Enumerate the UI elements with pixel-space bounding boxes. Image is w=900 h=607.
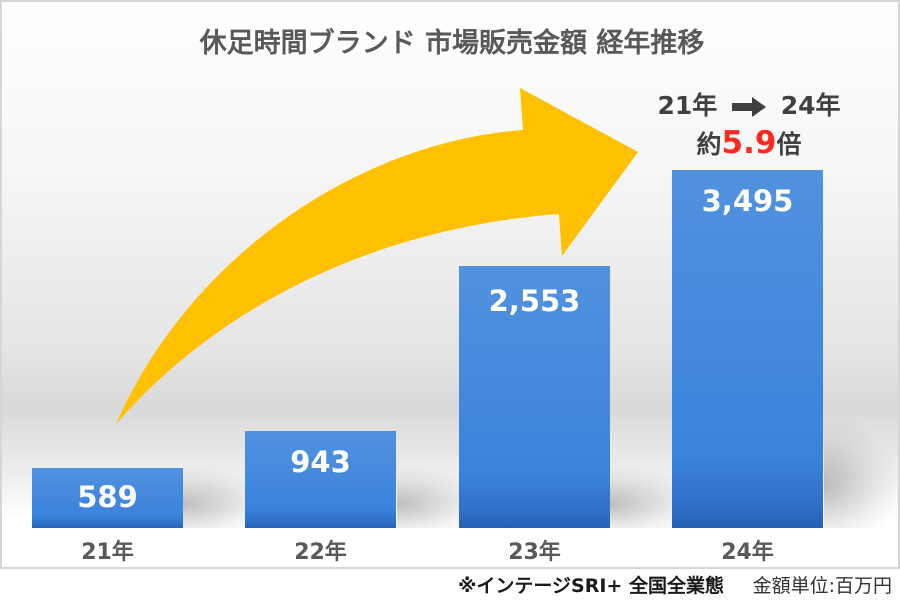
multiplier-prefix: 約	[696, 130, 722, 159]
multiplier-suffix: 倍	[776, 130, 802, 159]
growth-multiplier-annotation: 約5.9倍	[644, 125, 854, 161]
bar-value: 3,495	[701, 184, 794, 218]
bar-21: 589	[32, 468, 183, 528]
period-to: 24年	[780, 91, 841, 120]
period-from: 21年	[657, 91, 718, 120]
x-axis-label: 24年	[721, 540, 774, 565]
chart-title: 休足時間ブランド 市場販売金額 経年推移	[199, 28, 705, 59]
bar-value: 589	[77, 480, 138, 514]
multiplier-value: 5.9	[721, 125, 777, 161]
x-axis-label: 23年	[508, 540, 561, 565]
bar-shadow	[824, 418, 894, 528]
x-axis-label: 22年	[294, 540, 347, 565]
bar-23: 2,553	[459, 266, 610, 528]
growth-arrow-icon	[116, 88, 638, 424]
bar-value: 943	[290, 445, 351, 479]
source-note: ※インテージSRI+ 全国全業態 金額単位:百万円	[458, 571, 892, 598]
unit-text: 金額単位:百万円	[752, 575, 892, 597]
bar-24: 3,495	[672, 170, 823, 528]
bar-22: 943	[245, 431, 396, 528]
bar-value: 2,553	[488, 284, 581, 318]
x-axis-label: 21年	[81, 540, 134, 565]
source-text: ※インテージSRI+ 全国全業態	[457, 575, 724, 597]
right-arrow-icon	[732, 97, 766, 117]
growth-period-annotation: 21年 24年	[644, 86, 854, 122]
chart-frame: 休足時間ブランド 市場販売金額 経年推移 589 943 2,553 3,495…	[0, 0, 900, 569]
